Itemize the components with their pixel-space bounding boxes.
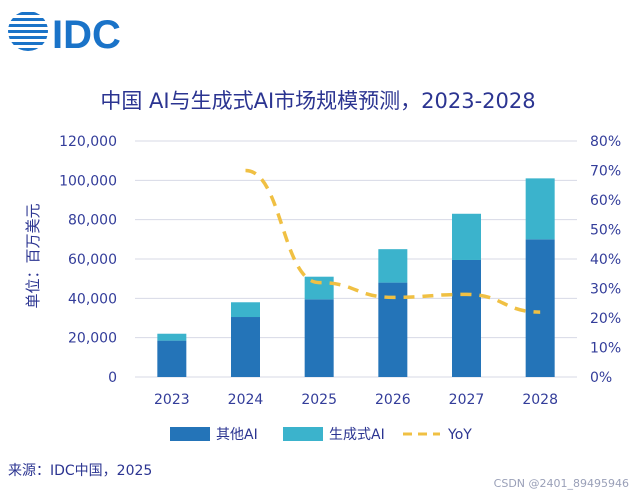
- legend-swatch-genai: [283, 427, 323, 441]
- x-tick-label: 2025: [301, 392, 337, 408]
- gridlines: [135, 140, 577, 378]
- bar-genai: [304, 276, 334, 300]
- idc-globe-icon: [8, 12, 48, 51]
- y2-tick-label: 60%: [590, 193, 621, 209]
- bar-genai: [157, 333, 187, 341]
- bar-other-ai: [304, 299, 334, 377]
- bar-genai: [378, 249, 408, 283]
- left-axis-ticks: 0 20,000 40,000 60,000 80,000 100,000 120,000: [59, 134, 117, 386]
- y-axis-label: 单位：百万美元: [24, 203, 42, 308]
- y-tick-label: 80,000: [68, 213, 117, 229]
- bar-genai: [231, 302, 260, 318]
- bar-genai: [452, 213, 481, 260]
- yoy-series-line: [245, 168, 541, 314]
- x-tick-label: 2026: [375, 392, 411, 408]
- y2-tick-label: 0%: [590, 370, 612, 386]
- legend-label-other-ai: 其他AI: [216, 427, 258, 443]
- y-tick-label: 20,000: [68, 331, 117, 347]
- y2-tick-label: 20%: [590, 311, 621, 327]
- y-tick-label: 120,000: [59, 134, 117, 150]
- y2-tick-label: 30%: [590, 282, 621, 298]
- y2-tick-label: 70%: [590, 164, 621, 180]
- x-tick-label: 2024: [228, 392, 264, 408]
- logo-text: IDC: [52, 13, 121, 57]
- y-tick-label: 40,000: [68, 291, 117, 307]
- y-tick-label: 60,000: [68, 252, 117, 268]
- x-tick-label: 2028: [522, 392, 558, 408]
- y-tick-label: 0: [108, 370, 117, 386]
- x-axis-ticks: 2023 2024 2025 2026 2027 2028: [154, 392, 558, 408]
- source-note: 来源：IDC中国，2025: [8, 463, 152, 479]
- legend-label-genai: 生成式AI: [329, 427, 385, 443]
- legend: 其他AI 生成式AI YoY: [170, 427, 472, 443]
- bar-other-ai: [525, 239, 555, 377]
- x-tick-label: 2027: [449, 392, 485, 408]
- y-tick-label: 100,000: [59, 173, 117, 189]
- right-axis-ticks: 0% 10% 20% 30% 40% 50% 60% 70% 80%: [590, 134, 621, 386]
- watermark: CSDN @2401_89495946: [494, 477, 629, 490]
- y2-tick-label: 40%: [590, 252, 621, 268]
- y2-tick-label: 80%: [590, 134, 621, 150]
- y2-tick-label: 10%: [590, 341, 621, 357]
- chart-title: 中国 AI与生成式AI市场规模预测，2023-2028: [100, 89, 535, 113]
- yoy-line: [245, 168, 541, 314]
- bar-other-ai: [452, 259, 481, 377]
- bar-other-ai: [157, 340, 187, 377]
- bar-genai: [525, 178, 555, 240]
- legend-swatch-other-ai: [170, 427, 210, 441]
- x-tick-label: 2023: [154, 392, 190, 408]
- legend-label-yoy: YoY: [447, 427, 472, 443]
- y2-tick-label: 50%: [590, 223, 621, 239]
- bar-other-ai: [231, 317, 260, 377]
- bars: [157, 178, 555, 377]
